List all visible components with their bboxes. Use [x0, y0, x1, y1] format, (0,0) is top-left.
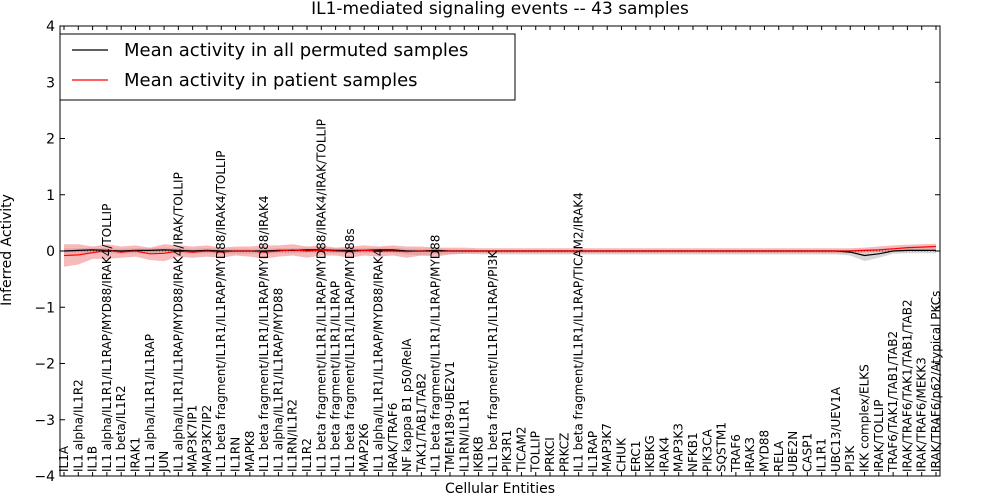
x-category-label: CASP1 [800, 433, 814, 472]
x-category-label: MAPK8 [243, 431, 257, 472]
x-category-label: IRAK3 [743, 437, 757, 472]
x-category-label: IL1B [86, 446, 100, 472]
x-category-label: IL1R1 [815, 438, 829, 472]
x-category-label: IKK complex/ELKS [858, 364, 872, 472]
x-category-label: MYD88 [758, 430, 772, 472]
chart-title: IL1-mediated signaling events -- 43 samp… [311, 0, 689, 19]
legend-label-patient: Mean activity in patient samples [124, 70, 418, 91]
y-tick-label: −3 [34, 413, 55, 429]
x-category-label: MAP2K6 [357, 423, 371, 472]
legend: Mean activity in all permuted samples Me… [59, 33, 516, 101]
x-category-label: TICAM2 [514, 427, 528, 473]
x-category-label: IRAK4 [657, 437, 671, 472]
y-axis-ticks: −4 −3 −2 −1 0 1 2 3 4 [34, 19, 940, 485]
x-category-label: IL1RAP [586, 431, 600, 472]
x-category-label: MAP3K7 [600, 423, 614, 472]
x-category-label: MAP3K7IP1 [186, 405, 200, 472]
x-category-label: PIK3R1 [500, 430, 514, 472]
x-category-label: IKBKG [643, 435, 657, 472]
x-category-label: IL1 alpha/IL1R1/IL1RAP/MYD88 [271, 288, 285, 472]
x-category-label: IRAK/TRAF6/p62/Atypical PKCs [929, 291, 943, 472]
x-category-label: IL1 beta fragment/IL1R1/IL1RAP/PI3K [486, 249, 500, 472]
x-category-label: IL1 beta fragment/IL1R1/IL1RAP/TICAM2/IR… [572, 192, 586, 472]
x-category-label: IL1 alpha/IL1R1/IL1RAP/MYD88/IRAK4/IRAK/… [171, 172, 185, 472]
x-category-label: IRAK1 [129, 437, 143, 472]
line-series-1 [63, 245, 937, 257]
y-tick-label: 2 [46, 132, 55, 148]
y-tick-label: 3 [46, 75, 55, 91]
x-category-label: TOLLIP [529, 431, 543, 473]
y-tick-label: −1 [34, 300, 55, 316]
x-category-label: CHUK [615, 437, 629, 472]
y-tick-label: 4 [46, 19, 55, 35]
x-category-label: SQSTM1 [715, 422, 729, 472]
x-category-label: IL1 beta fragment/IL1R1/IL1RAP/MYD88/IRA… [314, 119, 328, 472]
x-category-label: RELA [772, 440, 786, 472]
x-category-label: IRAK/TOLLIP [872, 400, 886, 472]
x-category-label: IRAK/TRAF6 [386, 403, 400, 472]
x-category-label: IL1 beta fragment/IL1R1/IL1RAP/MYD88/IRA… [257, 195, 271, 472]
x-category-label: TMEM189-UBE2V1 [443, 361, 457, 473]
x-category-label: MAP3K7IP2 [200, 405, 214, 472]
x-axis-label: Cellular Entities [445, 481, 555, 497]
y-tick-label: −2 [34, 357, 55, 373]
confidence-bands [64, 243, 936, 267]
x-category-label: IL1 beta fragment/IL1R1/IL1RAP [329, 281, 343, 472]
x-category-label: IL1 beta fragment/IL1R1/IL1RAP/MYD88s [343, 228, 357, 472]
y-tick-label: −4 [34, 469, 55, 485]
x-category-label: UBC13/UEV1A [829, 386, 843, 472]
x-category-label: PRKCI [543, 437, 557, 472]
legend-box [59, 33, 516, 101]
x-category-label: NFKB1 [686, 432, 700, 472]
x-category-label: PIK3CA [700, 428, 714, 472]
x-category-label: TRAF6/TAK1/TAB1/TAB2 [886, 331, 900, 473]
x-category-label: PRKCZ [557, 433, 571, 472]
x-axis-ticks [63, 26, 937, 476]
y-tick-label: 1 [46, 188, 55, 204]
x-category-label: IL1 alpha/IL1R1/IL1RAP/MYD88/IRAK4 [372, 249, 386, 472]
x-category-label: IL1A [57, 445, 71, 472]
x-category-label: IL1 alpha/IL1R1/IL1RAP [143, 334, 157, 472]
y-axis-label: Inferred Activity [0, 194, 15, 306]
x-category-label: IL1RN/IL1R2 [286, 399, 300, 472]
x-category-label: PI3K [843, 445, 857, 472]
x-category-label: IL1 beta fragment/IL1R1/IL1RAP/MYD88 [429, 235, 443, 472]
x-category-label: NF kappa B1 p50/RelA [400, 338, 414, 472]
x-category-label: IL1RN/IL1R1 [457, 399, 471, 472]
legend-label-permuted: Mean activity in all permuted samples [124, 40, 468, 61]
x-category-label: ERC1 [629, 441, 643, 472]
x-category-label: MAP3K3 [672, 423, 686, 472]
x-category-label: TRAF6 [729, 434, 743, 473]
x-category-label: IL1 alpha/IL1R1/IL1RAP/MYD88/IRAK4/TOLLI… [100, 204, 114, 472]
x-category-label: JUN [157, 451, 171, 473]
x-category-label: TAK1/TAB1/TAB2 [414, 373, 428, 473]
x-category-label: IRAK/TRAF6/TAK1/TAB1/TAB2 [900, 299, 914, 472]
x-category-label: IL1R2 [300, 438, 314, 472]
x-category-label: IL1 beta fragment/IL1R1/IL1RAP/MYD88/IRA… [214, 150, 228, 471]
x-category-label: IL1 beta/IL1R2 [114, 385, 128, 472]
x-category-label: UBE2N [786, 431, 800, 472]
x-category-label: IL1 alpha/IL1R2 [71, 379, 85, 472]
x-axis-category-labels: IL1A IL1 alpha/IL1R2 IL1B IL1 alpha/IL1R1/I… [57, 119, 943, 473]
x-category-label: IRAK/TRAF6/MEKK3 [915, 357, 929, 472]
series-lines [63, 245, 937, 257]
y-tick-label: 0 [46, 244, 55, 260]
x-category-label: IL1RN [229, 437, 243, 472]
x-category-label: IKBKB [472, 436, 486, 472]
band-series-1 [64, 243, 936, 267]
